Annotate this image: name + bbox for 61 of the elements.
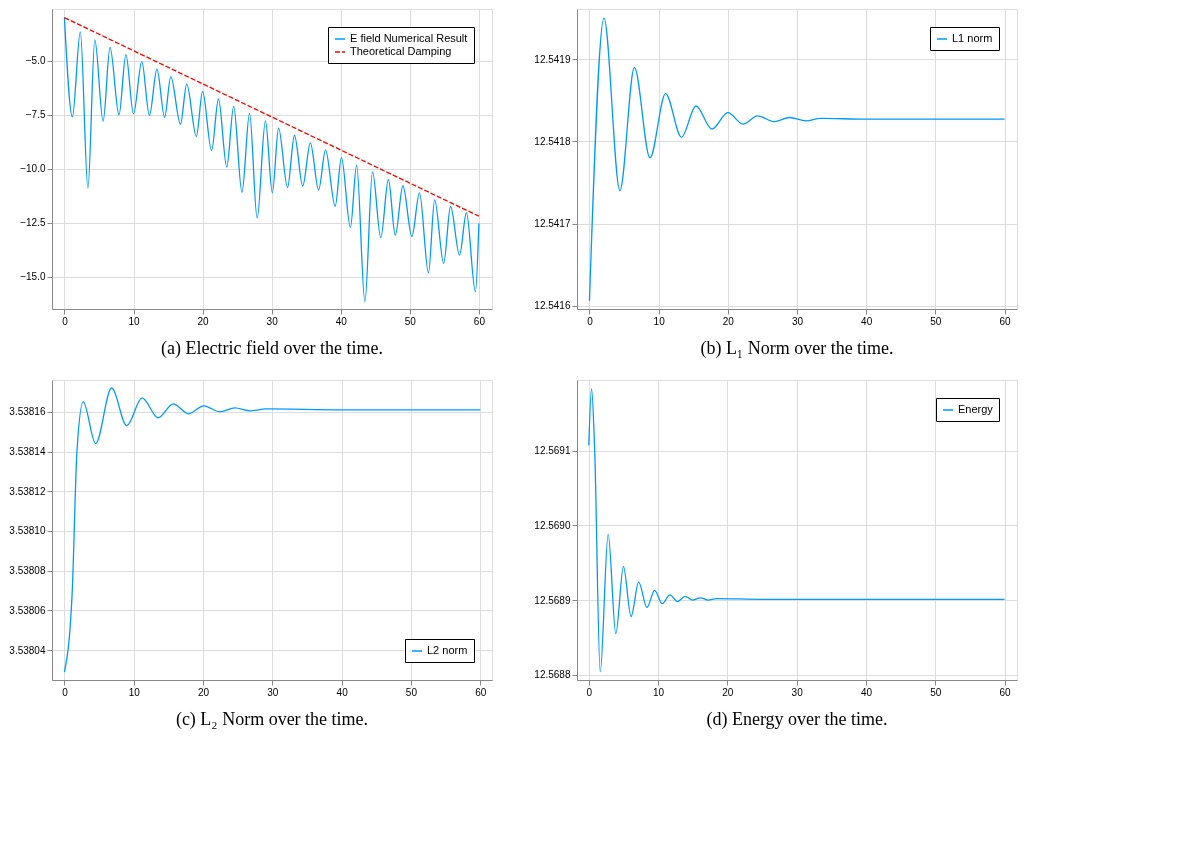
x-tick-label: 0 bbox=[62, 315, 69, 327]
x-tick-label: 50 bbox=[930, 686, 942, 698]
x-tick-label: 30 bbox=[791, 315, 804, 327]
legend-label: L1 norm bbox=[952, 32, 993, 44]
y-tick-label: 12.5417 bbox=[534, 218, 571, 230]
text: (d) Energy over the time. bbox=[706, 709, 888, 730]
x-tick-label: 20 bbox=[197, 686, 210, 698]
y-tick-label: 12.5691 bbox=[534, 445, 571, 457]
x-tick-label: 20 bbox=[722, 686, 734, 698]
x-tick-label: 0 bbox=[586, 686, 593, 698]
x-tick-label: 30 bbox=[791, 686, 804, 698]
text: (a) Electric field over the time. bbox=[161, 338, 383, 359]
y-tick-label: 3.53810 bbox=[9, 525, 46, 537]
y-tick-label: 12.5418 bbox=[534, 135, 571, 147]
y-tick-label: 3.53804 bbox=[9, 644, 46, 656]
y-tick-label: 3.53814 bbox=[9, 446, 46, 458]
legend-label: Theoretical Damping bbox=[350, 45, 452, 57]
x-tick-label: 10 bbox=[653, 686, 665, 698]
legend-label: Energy bbox=[958, 403, 994, 415]
x-tick-label: 30 bbox=[266, 315, 279, 327]
x-tick-label: 40 bbox=[860, 686, 873, 698]
x-tick-label: 40 bbox=[336, 686, 349, 698]
x-tick-label: 10 bbox=[653, 315, 666, 327]
line-series bbox=[63, 387, 481, 673]
x-tick-label: 60 bbox=[475, 686, 487, 698]
y-tick-label: −15.0 bbox=[20, 271, 46, 283]
y-tick-label: −10.0 bbox=[20, 163, 46, 175]
line-series bbox=[588, 17, 1006, 302]
y-tick-label: 3.53806 bbox=[9, 604, 46, 616]
x-tick-label: 40 bbox=[335, 315, 348, 327]
x-tick-label: 20 bbox=[722, 315, 735, 327]
text: (b) L₁ Norm over the time. bbox=[700, 338, 894, 359]
x-tick-label: 50 bbox=[404, 315, 417, 327]
x-tick-label: 30 bbox=[267, 686, 279, 698]
y-tick-label: 3.53808 bbox=[9, 565, 46, 577]
y-tick-label: 3.53816 bbox=[9, 406, 46, 418]
x-tick-label: 10 bbox=[128, 315, 141, 327]
x-tick-label: 50 bbox=[930, 315, 942, 327]
legend-label: L2 norm bbox=[427, 644, 468, 656]
x-tick-label: 60 bbox=[999, 686, 1012, 698]
y-tick-label: −7.5 bbox=[25, 109, 46, 121]
line-series bbox=[63, 16, 480, 303]
y-tick-label: 12.5690 bbox=[534, 519, 571, 531]
line-series bbox=[588, 387, 1006, 673]
legend-label: E field Numerical Result bbox=[350, 32, 468, 44]
y-tick-label: 3.53812 bbox=[9, 485, 46, 497]
x-tick-label: 0 bbox=[62, 686, 69, 698]
x-tick-label: 60 bbox=[999, 315, 1012, 327]
y-tick-label: 12.5688 bbox=[534, 669, 571, 681]
y-tick-label: 12.5689 bbox=[534, 594, 571, 606]
x-tick-label: 40 bbox=[861, 315, 873, 327]
y-tick-label: 12.5419 bbox=[534, 53, 571, 65]
y-tick-label: −5.0 bbox=[25, 55, 46, 67]
y-tick-label: 12.5416 bbox=[534, 300, 571, 312]
x-tick-label: 10 bbox=[128, 686, 141, 698]
x-tick-label: 50 bbox=[405, 686, 418, 698]
y-tick-label: −12.5 bbox=[20, 217, 46, 229]
text: (c) L₂ Norm over the time. bbox=[175, 709, 369, 730]
x-tick-label: 0 bbox=[587, 315, 594, 327]
x-tick-label: 60 bbox=[473, 315, 486, 327]
x-tick-label: 20 bbox=[197, 315, 210, 327]
